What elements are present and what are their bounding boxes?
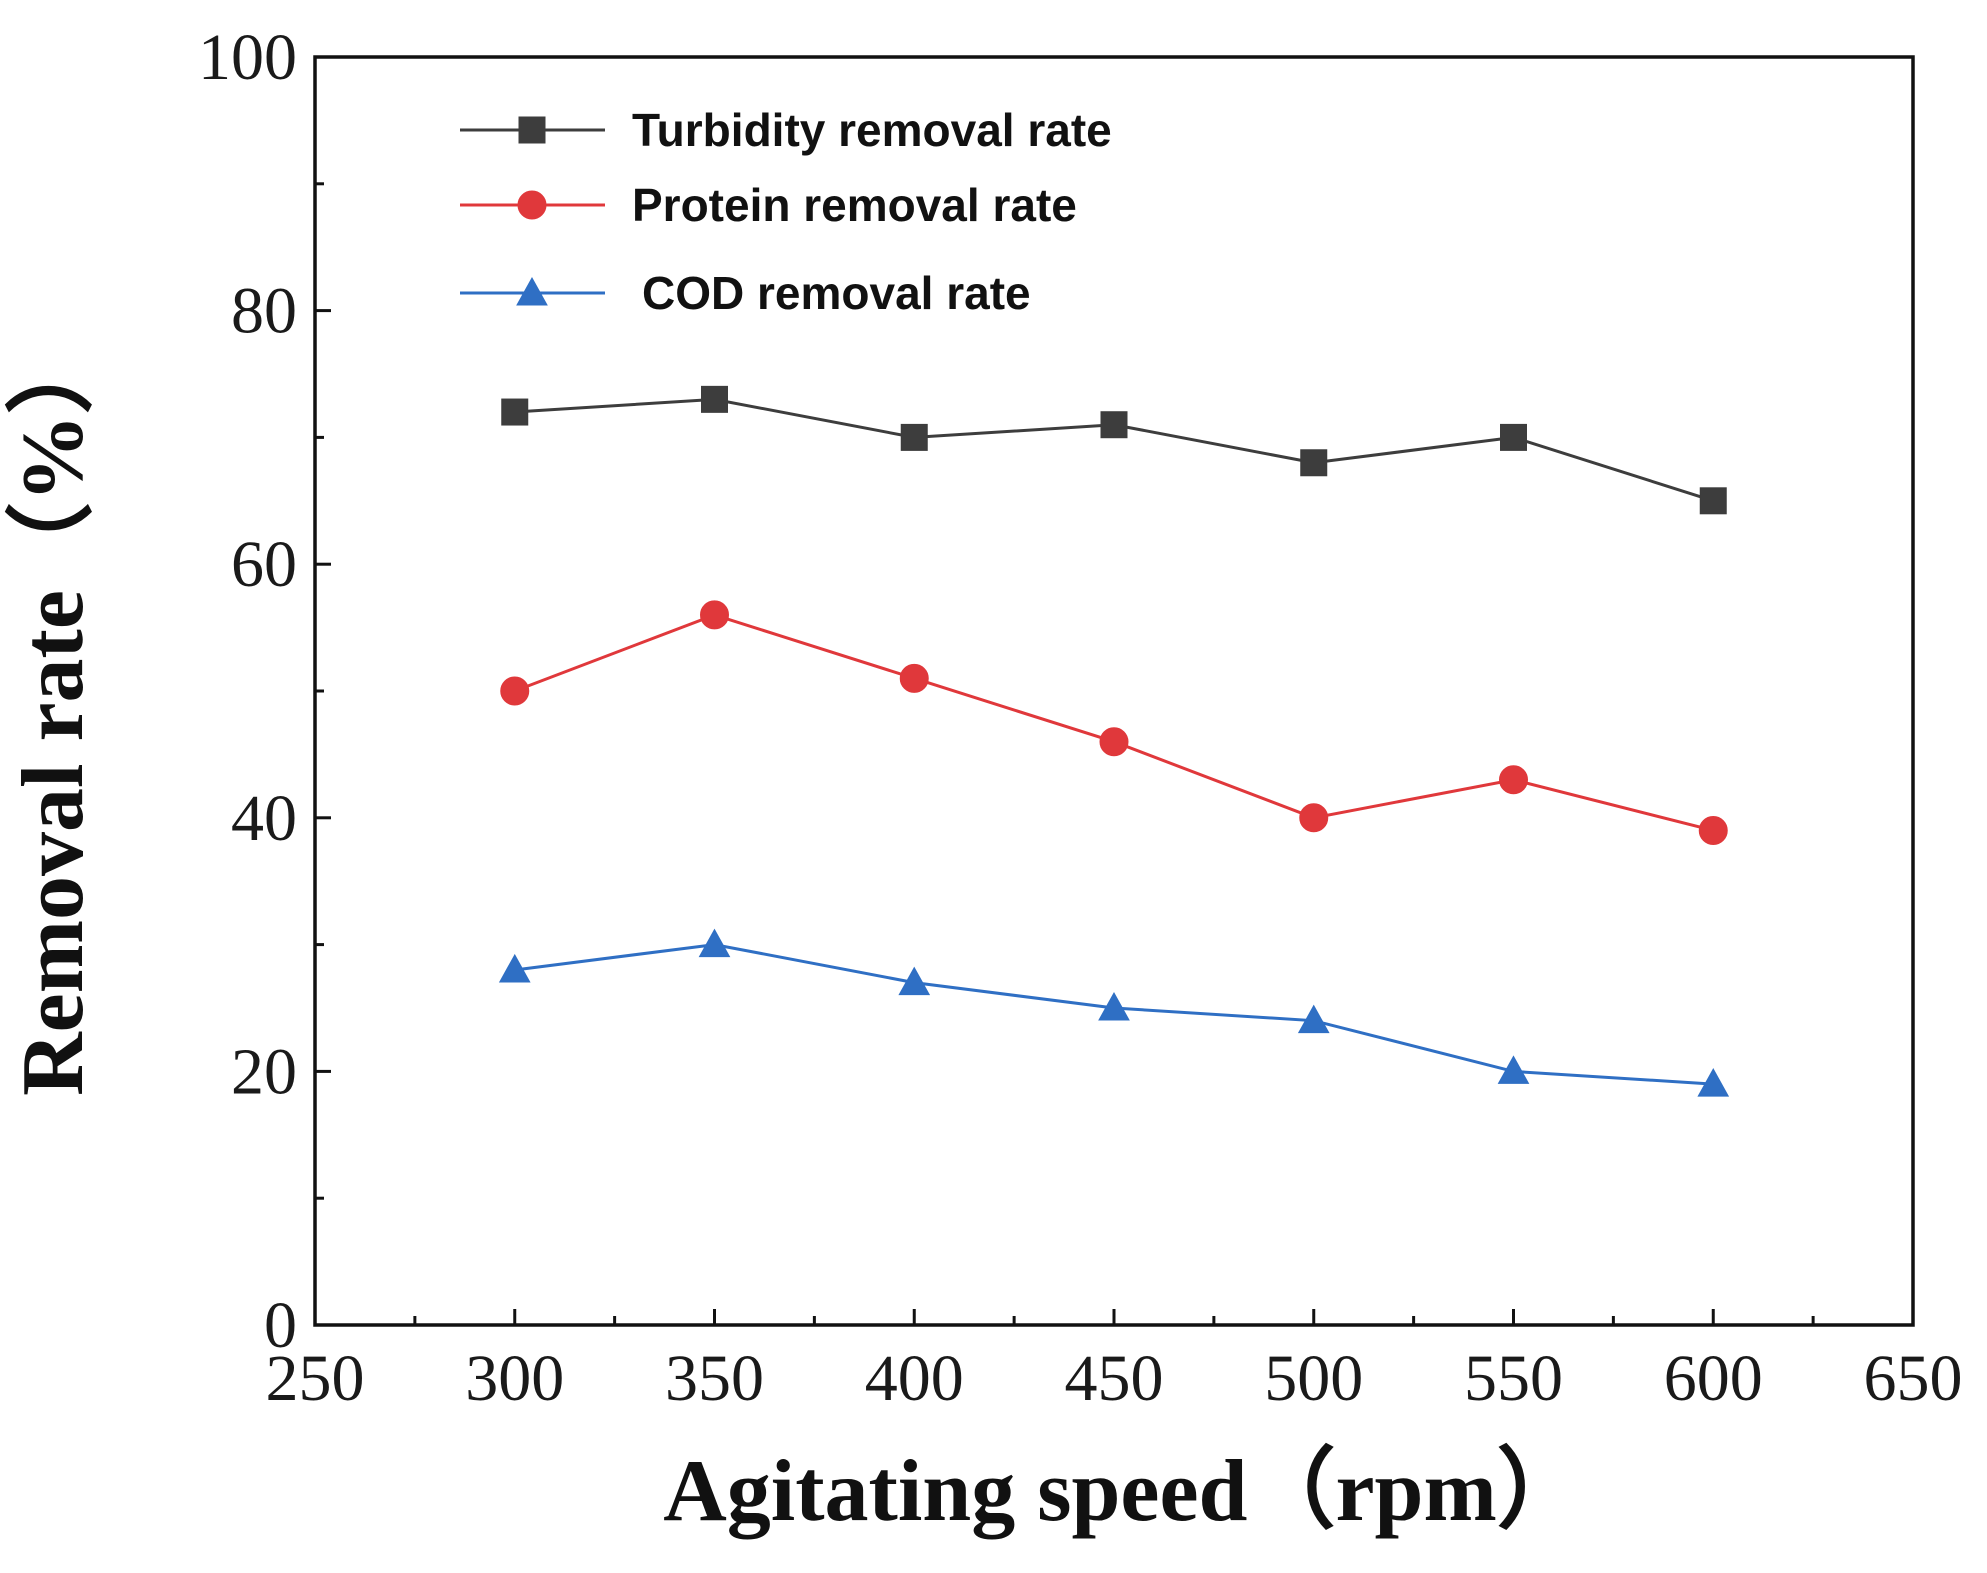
x-tick-label: 650: [1864, 1342, 1963, 1415]
series-turbidity-removal-rate: [501, 385, 1727, 515]
data-point: [898, 966, 931, 996]
data-point: [500, 676, 530, 706]
x-tick-label: 350: [665, 1342, 764, 1415]
legend-item: Protein removal rate: [460, 179, 1077, 231]
legend-marker: [517, 190, 547, 220]
series-line: [514, 613, 1714, 832]
legend-item: Turbidity removal rate: [460, 104, 1112, 156]
y-axis-title: Removal rate（%）: [5, 326, 102, 1096]
y-tick-label: 60: [231, 528, 297, 601]
data-point: [700, 600, 729, 630]
x-tick-label: 600: [1664, 1342, 1763, 1415]
y-tick-label: 20: [231, 1035, 297, 1108]
axes: [313, 55, 1915, 1327]
plot-frame: [313, 55, 1915, 1327]
series: [498, 385, 1730, 1097]
data-point: [1300, 449, 1328, 477]
y-tick-label: 0: [264, 1289, 297, 1362]
data-point: [1499, 765, 1528, 795]
data-point: [900, 423, 928, 451]
y-tick-label: 80: [231, 275, 297, 348]
data-point: [698, 928, 731, 958]
data-point: [899, 663, 929, 693]
data-point: [701, 385, 728, 413]
y-tick-label: 100: [198, 21, 297, 94]
x-tick-label: 300: [465, 1342, 564, 1415]
data-point: [1697, 1068, 1730, 1097]
x-axis-title: Agitating speed（rpm）: [663, 1443, 1585, 1540]
tick-marks: [313, 55, 1915, 1327]
x-tick-labels: 250 300 350 400 450 500 550 600 650: [266, 1342, 1963, 1415]
legend-label: COD removal rate: [642, 267, 1031, 319]
data-point: [1497, 1055, 1530, 1084]
legend-label: Turbidity removal rate: [632, 104, 1112, 156]
data-point: [1297, 1004, 1330, 1034]
data-point: [1699, 487, 1727, 515]
data-point: [1698, 815, 1728, 845]
x-tick-label: 250: [266, 1342, 365, 1415]
x-tick-label: 550: [1464, 1342, 1563, 1415]
data-point: [1299, 803, 1329, 833]
legend: Turbidity removal rate Protein removal ra…: [460, 104, 1112, 319]
legend-marker: [516, 276, 548, 306]
legend-label: Protein removal rate: [632, 179, 1077, 231]
data-point: [1100, 411, 1128, 439]
data-point: [1500, 423, 1527, 451]
series-protein-removal-rate: [500, 600, 1728, 845]
data-point: [498, 953, 531, 983]
data-point: [501, 398, 529, 426]
y-tick-label: 40: [231, 782, 297, 855]
legend-item: COD removal rate: [460, 267, 1031, 319]
y-tick-labels: 0 20 40 60 80 100: [198, 21, 297, 1362]
series-cod-removal-rate: [498, 928, 1730, 1097]
data-point: [1098, 991, 1130, 1021]
x-tick-label: 500: [1264, 1342, 1363, 1415]
legend-marker: [518, 116, 546, 144]
data-point: [1099, 727, 1129, 757]
x-tick-label: 400: [865, 1342, 964, 1415]
x-tick-label: 450: [1065, 1342, 1164, 1415]
